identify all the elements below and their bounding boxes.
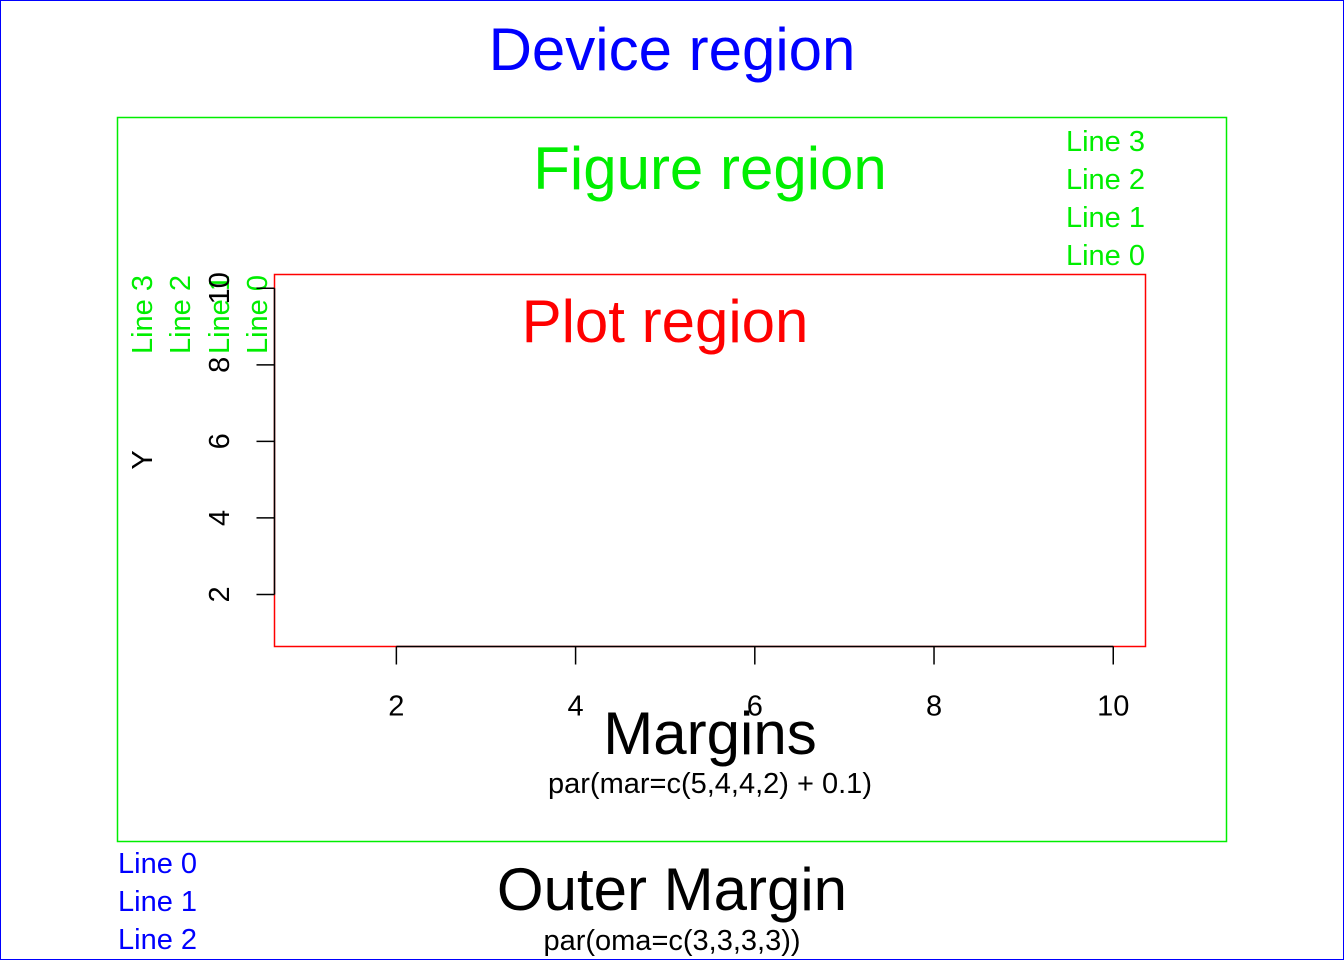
- outer-margin-line-label: Line 1: [118, 886, 197, 918]
- figure-left-line-label: Line 0: [242, 275, 274, 354]
- y-tick-label: 6: [204, 433, 236, 449]
- outer-margin-title: Outer Margin: [497, 856, 847, 923]
- outer-margin-caption: par(oma=c(3,3,3,3)): [543, 925, 800, 957]
- figure-top-line-label: Line 3: [1066, 126, 1145, 158]
- device-region-title: Device region: [489, 16, 856, 83]
- y-tick-label: 8: [204, 357, 236, 373]
- x-tick-label: 10: [1097, 691, 1129, 723]
- x-tick-label: 6: [747, 691, 763, 723]
- y-tick-label: 10: [204, 272, 236, 304]
- x-axis: 2 4 6 8 10: [388, 645, 1129, 723]
- y-axis-label: Y: [127, 450, 159, 469]
- figure-top-line-label: Line 1: [1066, 202, 1145, 234]
- plot-region-title: Plot region: [522, 288, 809, 355]
- figure-left-line-label: Line 3: [127, 275, 159, 354]
- outer-margin-line-labels: Line 0 Line 1 Line 2: [118, 848, 197, 956]
- outer-margin-line-label: Line 0: [118, 848, 197, 880]
- figure-left-line-labels: Line 3 Line 2 Line 1 Line 0: [127, 275, 274, 354]
- margins-title: Margins: [603, 700, 816, 767]
- margins-caption: par(mar=c(5,4,4,2) + 0.1): [548, 768, 872, 800]
- x-tick-label: 2: [388, 691, 404, 723]
- y-tick-label: 4: [204, 510, 236, 526]
- figure-region-border: [116, 116, 1228, 843]
- figure-left-line-label: Line 1: [204, 275, 236, 354]
- figure-top-line-label: Line 0: [1066, 240, 1145, 272]
- x-tick-label: 4: [568, 691, 584, 723]
- figure-region-title: Figure region: [533, 135, 887, 202]
- y-tick-label: 2: [204, 586, 236, 602]
- figure-top-line-label: Line 2: [1066, 164, 1145, 196]
- x-tick-label: 8: [926, 691, 942, 723]
- outer-margin-line-label: Line 2: [118, 924, 197, 956]
- figure-left-line-label: Line 2: [165, 275, 197, 354]
- figure-top-line-labels: Line 3 Line 2 Line 1 Line 0: [1066, 126, 1145, 272]
- y-axis: 2 4 6 8 10: [204, 272, 276, 603]
